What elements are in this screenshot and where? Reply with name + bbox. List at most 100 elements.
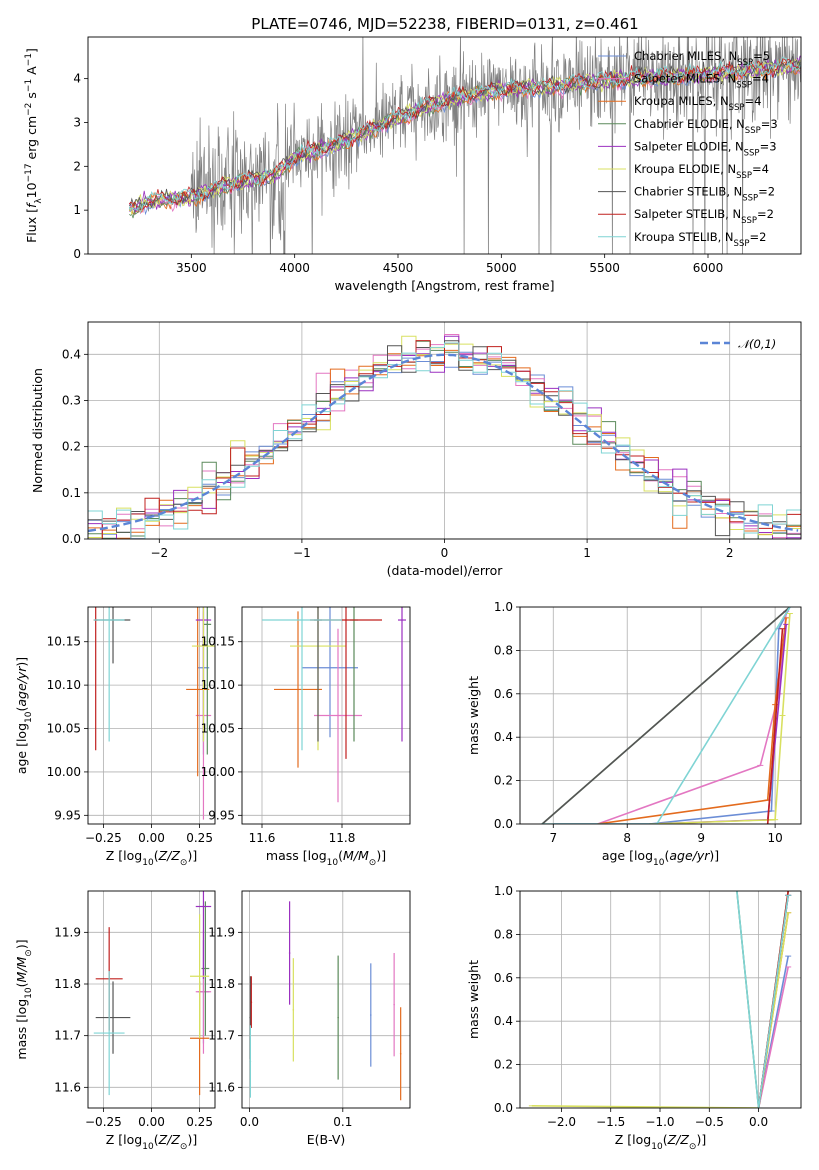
x-tick-label: −2 (150, 546, 168, 560)
x-tick-label: 10 (767, 831, 782, 845)
residuals-panel: −2 −1 0 1 2 0.0 0.1 0.2 0.3 0.4 (data-model)/error… (30, 321, 802, 578)
x-axis-label: Z [log10(Z/Z⊙)] (106, 1132, 197, 1152)
x-axis-label: Z [log10(Z/Z⊙)] (615, 1132, 706, 1152)
data-point (288, 952, 291, 954)
y-tick-label: 10.00 (201, 765, 235, 779)
data-point (301, 619, 303, 621)
y-tick-label: 11.7 (54, 1029, 81, 1043)
x-tick-label: −0.25 (85, 831, 122, 845)
data-point (345, 619, 347, 621)
mass-vs-ebv-panel: 0.0 0.1 11.6 11.7 11.8 11.9 E(B-V) (208, 890, 411, 1147)
axes-frame (87, 321, 802, 540)
y-tick-label: 11.8 (54, 977, 81, 991)
x-axis-label: Z [log10(Z/Z⊙)] (106, 848, 197, 868)
y-tick-label: 10.05 (201, 722, 235, 736)
y-tick-label: 0.6 (494, 971, 513, 985)
mass-vs-metallicity-panel: −0.25 0.00 0.25 11.6 11.7 11.8 11.9 Z [log10(Z/… (14, 890, 216, 1152)
x-tick-label: 4500 (383, 261, 414, 275)
x-tick-label: 0.25 (186, 831, 213, 845)
y-tick-label: 0.0 (494, 817, 513, 831)
data-point (329, 666, 331, 669)
axes-frame (519, 606, 802, 825)
axes-frame (87, 36, 802, 255)
model-spectrum-6 (129, 55, 801, 209)
y-tick-label: 11.8 (208, 977, 235, 991)
x-tick-label: −1 (293, 546, 311, 560)
figure-title: PLATE=0746, MJD=52238, FIBERID=0131, z=0… (251, 15, 638, 33)
y-tick-label: 10.15 (47, 635, 81, 649)
y-tick-label: 0.4 (494, 1014, 513, 1028)
x-tick-label: −0.5 (695, 1115, 724, 1129)
histogram-7 (88, 340, 801, 539)
legend-entry: Kroupa STELIB, NSSP=2 (634, 230, 766, 249)
x-tick-label: −1.0 (645, 1115, 674, 1129)
y-tick-label: 11.6 (54, 1080, 81, 1094)
data-point (292, 1009, 295, 1011)
data-point (401, 619, 403, 621)
y-tick-label: 1.0 (494, 600, 513, 614)
x-tick-label: 0.0 (749, 1115, 768, 1129)
data-point (202, 905, 205, 908)
model-spectrum-7 (128, 58, 801, 210)
plot-area (88, 322, 801, 539)
y-tick-label: 9.95 (54, 808, 81, 822)
x-tick-label: −0.25 (85, 1115, 122, 1129)
y-tick-label: 0.2 (494, 774, 513, 788)
data-point (108, 619, 110, 621)
y-axis-label: mass weight (466, 676, 481, 755)
x-tick-label: 1 (583, 546, 591, 560)
histogram-8 (88, 342, 801, 539)
data-point (297, 688, 299, 691)
legend-entry: Chabrier STELIB, NSSP=2 (634, 185, 775, 204)
y-tick-label: 10.10 (47, 678, 81, 692)
x-tick-label: 0.25 (186, 1115, 213, 1129)
y-axis-label: Normed distribution (30, 368, 45, 493)
y-tick-label: 9.95 (208, 808, 235, 822)
axes-frame (87, 890, 216, 1109)
y-tick-label: 0.1 (62, 486, 81, 500)
plot-area (88, 607, 215, 824)
data-point (399, 1052, 402, 1055)
y-tick-label: 11.9 (54, 925, 81, 939)
weight-line-2 (597, 617, 787, 824)
axes-frame (87, 606, 216, 825)
x-tick-label: 5500 (589, 261, 620, 275)
data-point (196, 688, 199, 691)
y-tick-label: 1 (73, 203, 81, 217)
x-tick-label: 4000 (279, 261, 310, 275)
y-tick-label: 4 (73, 72, 81, 86)
plot-area (88, 891, 215, 1108)
weight-line-6 (541, 607, 791, 824)
x-tick-label: 9 (697, 831, 705, 845)
x-tick-label: 5000 (486, 261, 517, 275)
y-tick-label: 0.3 (62, 393, 81, 407)
y-tick-label: 10.15 (201, 635, 235, 649)
y-axis-label: mass weight (466, 960, 481, 1039)
plot-area (520, 891, 801, 1108)
y-tick-label: 10.00 (47, 765, 81, 779)
y-tick-label: 3 (73, 115, 81, 129)
x-tick-label: −2.0 (547, 1115, 576, 1129)
y-tick-label: 0.2 (494, 1058, 513, 1072)
y-axis-label: age [log10(age/yr)] (14, 657, 34, 774)
legend-entry: Kroupa MILES, NSSP=4 (634, 94, 761, 113)
age-vs-mass-panel: 11.6 11.8 9.95 10.00 10.05 10.10 10.15 mass [lo… (201, 606, 411, 868)
data-point (112, 1016, 114, 1019)
weight-line-5 (649, 613, 791, 824)
data-point (198, 975, 201, 978)
data-point (202, 645, 205, 647)
x-tick-label: 11.8 (329, 831, 356, 845)
data-point (204, 967, 207, 970)
x-tick-label: 0.00 (138, 1115, 165, 1129)
age-vs-metallicity-panel: −0.25 0.00 0.25 9.95 10.00 10.05 10.10 10.15 Z [… (14, 606, 216, 868)
weight-line-0 (553, 607, 791, 824)
y-tick-label: 2 (73, 159, 81, 173)
y-axis-label: mass [log10(M/M⊙)] (14, 939, 34, 1059)
legend-entry: 𝒩(0,1) (738, 337, 776, 351)
normal-reference-curve (88, 353, 799, 533)
plot-area (242, 891, 410, 1108)
legend-entry: Kroupa ELODIE, NSSP=4 (634, 162, 769, 181)
weight-line-8 (736, 891, 789, 1108)
y-tick-label: 11.9 (208, 925, 235, 939)
x-tick-label: 11.6 (249, 831, 276, 845)
